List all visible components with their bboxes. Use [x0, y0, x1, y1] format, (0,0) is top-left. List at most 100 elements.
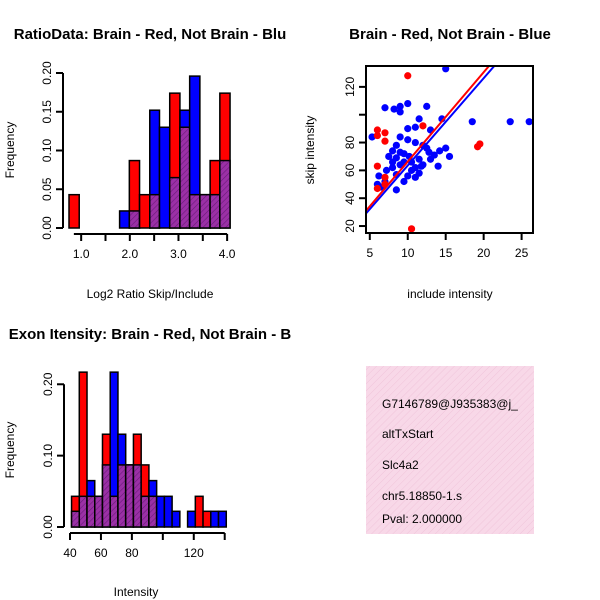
scatter-point	[407, 166, 416, 174]
exon-histogram-ylabel: Frequency	[3, 422, 17, 479]
x-tick-label: 120	[184, 546, 204, 560]
scatter-point	[385, 152, 393, 161]
scatter-point	[373, 131, 381, 140]
overlap-bar	[149, 193, 161, 229]
x-tick-label: 4.0	[219, 247, 236, 261]
scatter-xlabel: include intensity	[407, 287, 492, 301]
x-tick-label: 2.0	[121, 247, 138, 261]
histogram-bar	[202, 510, 212, 528]
x-tick-label: 15	[439, 246, 453, 260]
overlap-bar	[179, 126, 191, 229]
overlap-bar	[70, 510, 81, 528]
x-tick-label: 25	[515, 246, 529, 260]
intensity-scatter: Brain - Red, Not Brain - Blue include in…	[303, 26, 551, 301]
regression-line	[365, 65, 496, 215]
ratio-histogram-title: RatioData: Brain - Red, Not Brain - Blu	[14, 26, 287, 43]
exon-histogram-title: Exon Itensity: Brain - Red, Not Brain - …	[9, 326, 292, 343]
probe-id-text: G7146789@J935383@j_	[382, 397, 518, 411]
y-tick-label: 0.20	[41, 372, 55, 396]
ratio-histogram-xlabel: Log2 Ratio Skip/Include	[87, 287, 214, 301]
event-type-text: altTxStart	[382, 427, 434, 441]
overlap-bar	[78, 495, 88, 528]
scatter-point	[415, 155, 423, 163]
overlap-bar	[132, 464, 142, 528]
y-tick-label: 0.10	[41, 444, 55, 468]
overlap-bar	[219, 159, 231, 229]
y-tick-label: 0.00	[41, 515, 55, 539]
scatter-point	[411, 173, 419, 181]
scatter-point	[381, 173, 389, 181]
scatter-point	[419, 122, 427, 130]
scatter-point	[388, 147, 397, 155]
scatter-point	[411, 123, 419, 131]
scatter-point	[392, 141, 400, 149]
overlap-bar	[86, 495, 96, 528]
scatter-point	[506, 118, 514, 126]
scatter-point	[396, 133, 404, 141]
scatter-point	[373, 126, 381, 134]
scatter-point	[381, 137, 389, 145]
overlap-bar	[199, 193, 211, 229]
scatter-point	[388, 163, 397, 172]
scatter-point	[415, 115, 423, 123]
scatter-point	[396, 161, 404, 169]
overlap-bar	[128, 210, 141, 229]
scatter-point	[417, 162, 426, 170]
pval-text: Pval: 2.000000	[382, 512, 462, 526]
scatter-point	[375, 172, 383, 180]
histogram-bar	[118, 210, 131, 229]
histogram-bar	[171, 510, 181, 528]
scatter-point	[423, 102, 431, 110]
overlap-bar	[101, 464, 111, 528]
y-tick-label: 0.10	[40, 138, 54, 162]
scatter-point	[396, 148, 404, 156]
histogram-bar	[210, 510, 220, 528]
x-tick-label: 1.0	[73, 247, 90, 261]
y-tick-label: 120	[343, 77, 357, 97]
histogram-bar	[163, 495, 173, 528]
overlap-bar	[109, 495, 119, 528]
ratio-histogram-ylabel: Frequency	[3, 122, 17, 179]
scatter-point	[525, 118, 533, 126]
scatter-point	[442, 144, 450, 152]
x-tick-label: 5	[366, 246, 373, 260]
gene-name-text: Slc4a2	[382, 458, 419, 472]
overlap-bar	[94, 495, 104, 528]
exon-histogram-xlabel: Intensity	[114, 585, 159, 599]
y-tick-label: 40	[343, 191, 357, 205]
histogram-bar	[217, 510, 228, 528]
scatter-title: Brain - Red, Not Brain - Blue	[349, 26, 551, 43]
scatter-point	[381, 104, 389, 112]
scatter-point	[407, 225, 416, 233]
scatter-point	[436, 147, 444, 155]
y-tick-label: 60	[343, 163, 357, 177]
scatter-point	[468, 118, 476, 126]
scatter-point	[425, 148, 433, 156]
scatter-point	[373, 162, 381, 170]
scatter-point	[404, 136, 412, 144]
ratio-histogram: RatioData: Brain - Red, Not Brain - Blu …	[3, 26, 286, 301]
x-tick-label: 40	[63, 546, 77, 560]
overlap-bar	[140, 495, 150, 528]
scatter-point	[388, 158, 397, 166]
scatter-point	[382, 166, 391, 174]
x-tick-label: 3.0	[170, 247, 187, 261]
x-tick-label: 80	[125, 546, 139, 560]
histogram-bar	[186, 510, 197, 528]
x-tick-label: 60	[94, 546, 108, 560]
overlap-bar	[209, 193, 221, 229]
scatter-point	[404, 99, 412, 108]
overlap-bar	[188, 193, 201, 229]
location-text: chr5.18850-1.s	[382, 489, 462, 503]
scatter-ylabel: skip intensity	[303, 116, 317, 185]
scatter-point	[392, 186, 400, 194]
scatter-point	[396, 108, 404, 116]
y-tick-label: 0.20	[40, 61, 54, 85]
scatter-point	[404, 125, 412, 133]
histogram-bar	[155, 495, 166, 528]
scatter-point	[445, 152, 454, 161]
histogram-bar	[158, 126, 171, 229]
scatter-point	[396, 102, 404, 110]
x-tick-label: 10	[401, 246, 415, 260]
